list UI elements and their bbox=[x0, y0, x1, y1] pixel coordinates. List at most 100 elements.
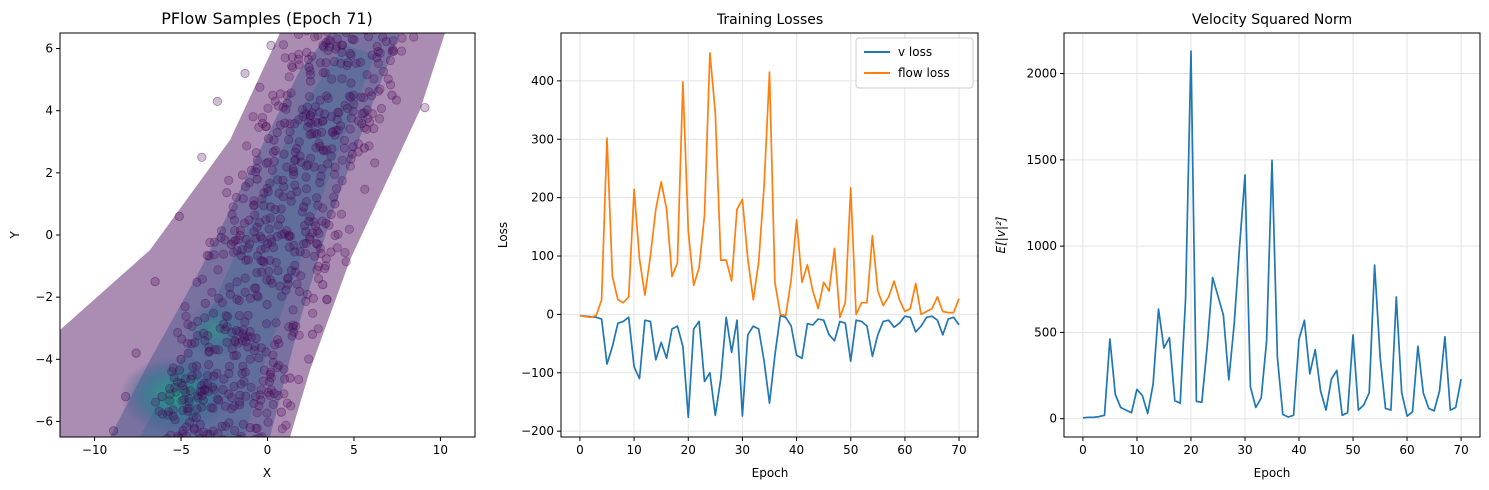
scatter-point bbox=[241, 391, 251, 401]
scatter-point bbox=[238, 419, 248, 429]
scatter-point bbox=[170, 415, 180, 425]
scatter-point bbox=[185, 386, 195, 396]
scatter-point bbox=[168, 405, 178, 415]
scatter-point bbox=[364, 33, 374, 42]
losses-panel: Training Losses 0 10 20 30 40 50 60 70 −200 −100 0… bbox=[496, 12, 979, 480]
scatter-point bbox=[313, 261, 324, 272]
scatter-point bbox=[315, 243, 325, 253]
scatter-point bbox=[257, 194, 267, 204]
scatter-point bbox=[278, 175, 288, 185]
x-tick-label: 10 bbox=[1129, 443, 1144, 457]
scatter-point bbox=[313, 274, 324, 284]
scatter-point bbox=[311, 238, 321, 249]
scatter-point bbox=[376, 103, 387, 114]
scatter-point bbox=[302, 47, 312, 58]
scatter-point bbox=[353, 116, 363, 126]
scatter-point bbox=[197, 440, 205, 448]
x-tick-label: 5 bbox=[350, 443, 358, 457]
scatter-point bbox=[333, 107, 343, 118]
scatter-point bbox=[216, 226, 227, 236]
scatter-point bbox=[335, 121, 346, 131]
scatter-point bbox=[109, 426, 119, 436]
losses-frame bbox=[560, 32, 979, 438]
scatter-point bbox=[346, 113, 356, 123]
scatter-point bbox=[294, 330, 304, 340]
scatter-point bbox=[305, 111, 315, 121]
scatter-point bbox=[180, 374, 190, 384]
scatter-point bbox=[224, 389, 234, 399]
scatter-point bbox=[267, 165, 277, 175]
scatter-point bbox=[336, 58, 346, 69]
scatter-point bbox=[339, 135, 350, 145]
scatter-point bbox=[187, 321, 197, 331]
x-tick-label: 30 bbox=[735, 443, 750, 457]
scatter-point bbox=[322, 33, 332, 37]
scatter-point bbox=[305, 234, 315, 245]
scatter-point bbox=[330, 230, 340, 241]
scatter-point bbox=[302, 102, 312, 112]
scatter-point bbox=[301, 172, 311, 182]
scatter-point bbox=[239, 333, 249, 343]
scatter-point bbox=[258, 118, 268, 129]
scatter-point bbox=[266, 40, 276, 51]
scatter-point bbox=[246, 165, 256, 175]
scatter-point bbox=[225, 361, 235, 371]
scatter-point bbox=[307, 228, 318, 238]
scatter-point bbox=[281, 226, 292, 236]
scatter-point bbox=[305, 76, 315, 86]
scatter-point bbox=[150, 397, 161, 407]
scatter-point bbox=[162, 410, 173, 420]
scatter-point bbox=[294, 49, 304, 60]
scatter-point bbox=[312, 265, 322, 275]
scatter-point bbox=[237, 336, 247, 346]
scatter-point bbox=[315, 177, 325, 188]
scatter-point bbox=[239, 376, 249, 387]
x-tick-label: 50 bbox=[843, 443, 858, 457]
scatter-point bbox=[252, 163, 262, 174]
scatter-point bbox=[274, 360, 284, 370]
scatter-point bbox=[279, 364, 289, 374]
scatter-point bbox=[287, 61, 297, 71]
x-tick-label: 50 bbox=[1345, 443, 1360, 457]
scatter-point bbox=[347, 149, 357, 159]
scatter-point bbox=[265, 275, 275, 285]
scatter-title: PFlow Samples (Epoch 71) bbox=[161, 9, 373, 28]
scatter-point bbox=[267, 237, 277, 247]
scatter-point bbox=[235, 390, 245, 400]
scatter-point bbox=[289, 327, 299, 337]
scatter-point bbox=[188, 412, 198, 422]
scatter-point bbox=[203, 386, 214, 396]
scatter-point bbox=[286, 401, 296, 411]
scatter-point bbox=[269, 135, 279, 145]
y-tick-label: 1000 bbox=[1026, 239, 1057, 253]
scatter-point bbox=[261, 121, 271, 131]
scatter-point bbox=[301, 296, 311, 306]
scatter-point bbox=[258, 256, 268, 266]
scatter-point bbox=[308, 308, 318, 318]
scatter-point bbox=[240, 287, 250, 297]
scatter-point bbox=[213, 345, 223, 355]
scatter-point bbox=[308, 293, 318, 303]
scatter-point bbox=[238, 325, 249, 335]
scatter-point bbox=[284, 322, 294, 332]
scatter-point bbox=[302, 289, 312, 299]
scatter-point bbox=[364, 87, 374, 97]
series-line-flow-loss bbox=[579, 51, 960, 319]
scatter-point bbox=[190, 337, 200, 348]
scatter-point bbox=[251, 333, 261, 343]
scatter-point bbox=[277, 229, 287, 240]
scatter-point bbox=[271, 318, 281, 328]
legend-box bbox=[855, 37, 974, 89]
scatter-point bbox=[389, 46, 399, 56]
y-tick-label: 0 bbox=[45, 228, 53, 242]
scatter-point bbox=[367, 109, 377, 119]
scatter-point bbox=[229, 247, 239, 257]
scatter-point bbox=[310, 102, 320, 112]
scatter-point bbox=[244, 178, 254, 188]
scatter-point bbox=[202, 250, 212, 261]
scatter-point bbox=[283, 279, 293, 289]
scatter-point bbox=[357, 119, 367, 129]
scatter-point bbox=[235, 226, 245, 236]
scatter-point bbox=[321, 218, 331, 229]
scatter-point bbox=[209, 385, 219, 395]
